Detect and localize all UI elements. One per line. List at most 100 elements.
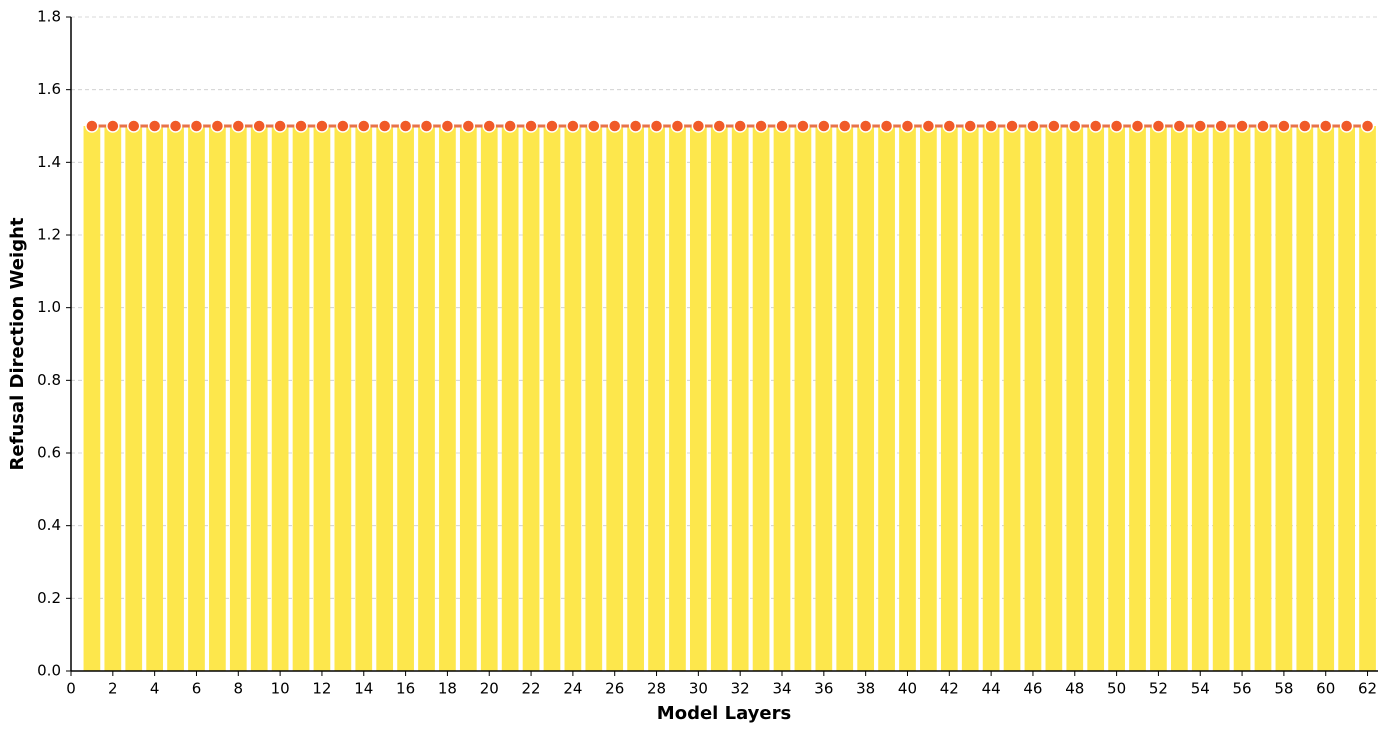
bar <box>794 126 812 671</box>
bar <box>146 126 164 671</box>
bar <box>1317 126 1335 671</box>
marker <box>754 119 768 133</box>
bar <box>899 126 916 671</box>
bar <box>522 126 540 671</box>
marker <box>440 119 455 133</box>
bar <box>961 126 979 671</box>
marker <box>942 119 957 133</box>
bar <box>313 126 331 671</box>
y-axis-label: Refusal Direction Weight <box>7 217 28 470</box>
bar <box>104 126 122 671</box>
marker <box>1005 119 1019 133</box>
marker <box>900 119 915 133</box>
x-tick-label: 56 <box>1233 680 1252 698</box>
bar <box>229 126 247 671</box>
bar <box>543 126 561 671</box>
x-tick-label: 16 <box>396 680 415 698</box>
bar <box>1066 126 1084 671</box>
x-tick-label: 6 <box>192 680 202 698</box>
marker <box>168 119 183 133</box>
marker <box>587 119 601 133</box>
x-tick-label: 46 <box>1023 680 1042 698</box>
marker <box>106 119 120 133</box>
bar <box>355 126 373 671</box>
marker <box>1109 119 1124 133</box>
marker <box>377 119 392 133</box>
marker <box>1277 119 1291 133</box>
x-tick-label: 34 <box>772 680 791 698</box>
marker <box>1088 119 1103 133</box>
bar <box>439 126 456 671</box>
marker <box>1214 119 1228 133</box>
bar <box>1045 126 1063 671</box>
x-tick-label: 12 <box>312 680 331 698</box>
bar <box>1170 126 1188 671</box>
bar <box>878 126 895 671</box>
marker <box>1360 119 1375 133</box>
x-tick-label: 52 <box>1149 680 1168 698</box>
bar <box>627 126 644 671</box>
marker <box>1339 119 1354 133</box>
marker <box>984 119 998 133</box>
y-tick-label: 0.2 <box>37 589 61 607</box>
bar <box>773 126 791 671</box>
bar <box>1129 126 1146 671</box>
marker <box>1256 119 1270 133</box>
x-tick-label: 38 <box>856 680 875 698</box>
x-tick-label: 58 <box>1274 680 1293 698</box>
bar <box>271 126 289 671</box>
bar <box>418 126 435 671</box>
marker <box>607 119 622 133</box>
x-tick-label: 60 <box>1316 680 1335 698</box>
bar <box>459 126 477 671</box>
marker <box>1172 119 1187 133</box>
marker <box>691 119 706 133</box>
bar <box>1087 126 1105 671</box>
bar <box>1150 126 1167 671</box>
marker <box>126 119 141 133</box>
marker <box>398 119 413 133</box>
bar <box>480 126 498 671</box>
x-tick-label: 48 <box>1065 680 1084 698</box>
marker <box>649 119 664 133</box>
marker <box>189 119 204 133</box>
marker <box>524 119 538 133</box>
bar <box>920 126 937 671</box>
y-tick-label: 1.8 <box>37 8 61 26</box>
marker <box>252 119 266 133</box>
marker <box>1235 119 1249 133</box>
bar <box>1191 126 1209 671</box>
marker <box>796 119 810 133</box>
marker <box>628 119 643 133</box>
bar <box>125 126 143 671</box>
y-tick-label: 1.4 <box>37 153 61 171</box>
bar <box>1275 126 1293 671</box>
bar <box>188 126 205 671</box>
bar <box>564 126 582 671</box>
bar <box>731 126 749 671</box>
bar <box>376 126 394 671</box>
bar <box>209 126 226 671</box>
marker <box>503 119 517 133</box>
bar <box>167 126 184 671</box>
marker <box>336 119 350 133</box>
marker <box>461 119 476 133</box>
marker <box>1298 119 1312 133</box>
bar <box>501 126 519 671</box>
x-tick-label: 22 <box>522 680 541 698</box>
x-tick-label: 10 <box>271 680 290 698</box>
x-tick-label: 0 <box>66 680 76 698</box>
x-tick-label: 62 <box>1358 680 1377 698</box>
marker <box>837 119 852 133</box>
y-tick-label: 0.0 <box>37 662 61 680</box>
marker <box>315 119 329 133</box>
bar <box>1003 126 1021 671</box>
bar <box>1024 126 1042 671</box>
marker <box>921 119 936 133</box>
y-tick-label: 0.4 <box>37 516 61 534</box>
marker <box>1047 119 1061 133</box>
marker <box>231 119 246 133</box>
x-tick-label: 54 <box>1191 680 1210 698</box>
x-tick-label: 44 <box>982 680 1001 698</box>
marker <box>1193 119 1207 133</box>
